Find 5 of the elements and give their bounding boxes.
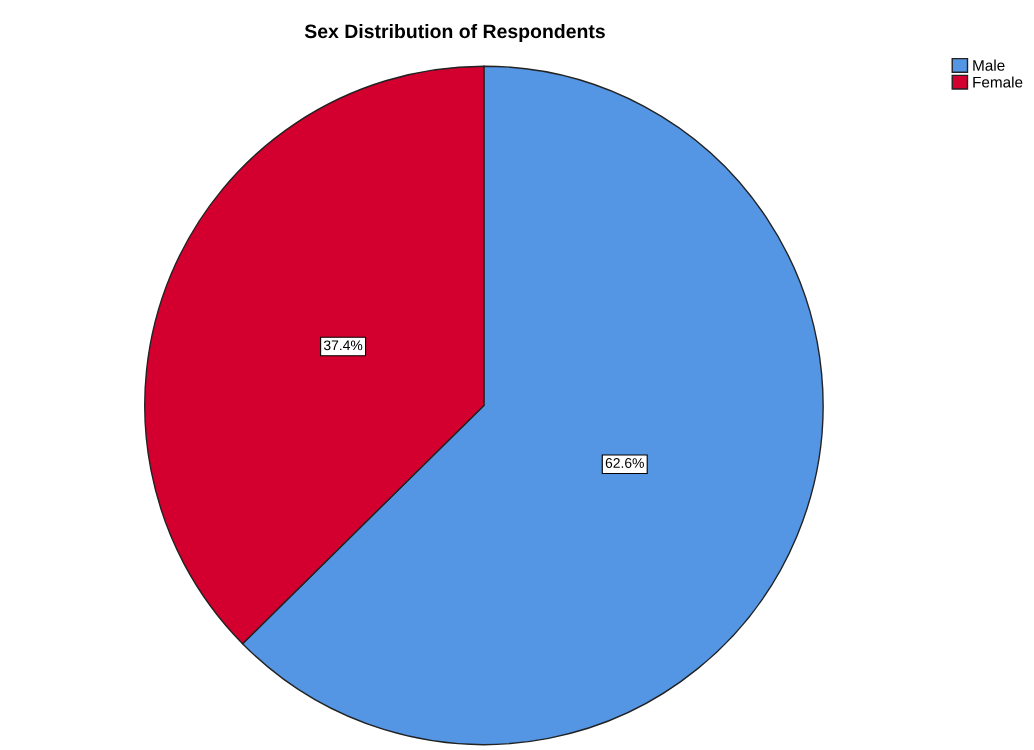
data-label: 62.6% bbox=[605, 458, 644, 468]
data-label: 37.4% bbox=[323, 340, 363, 351]
legend-label: Female bbox=[973, 76, 1023, 88]
chart-title: Sex Distribution of Respondents bbox=[304, 23, 605, 43]
legend-label: Male bbox=[973, 59, 1005, 71]
